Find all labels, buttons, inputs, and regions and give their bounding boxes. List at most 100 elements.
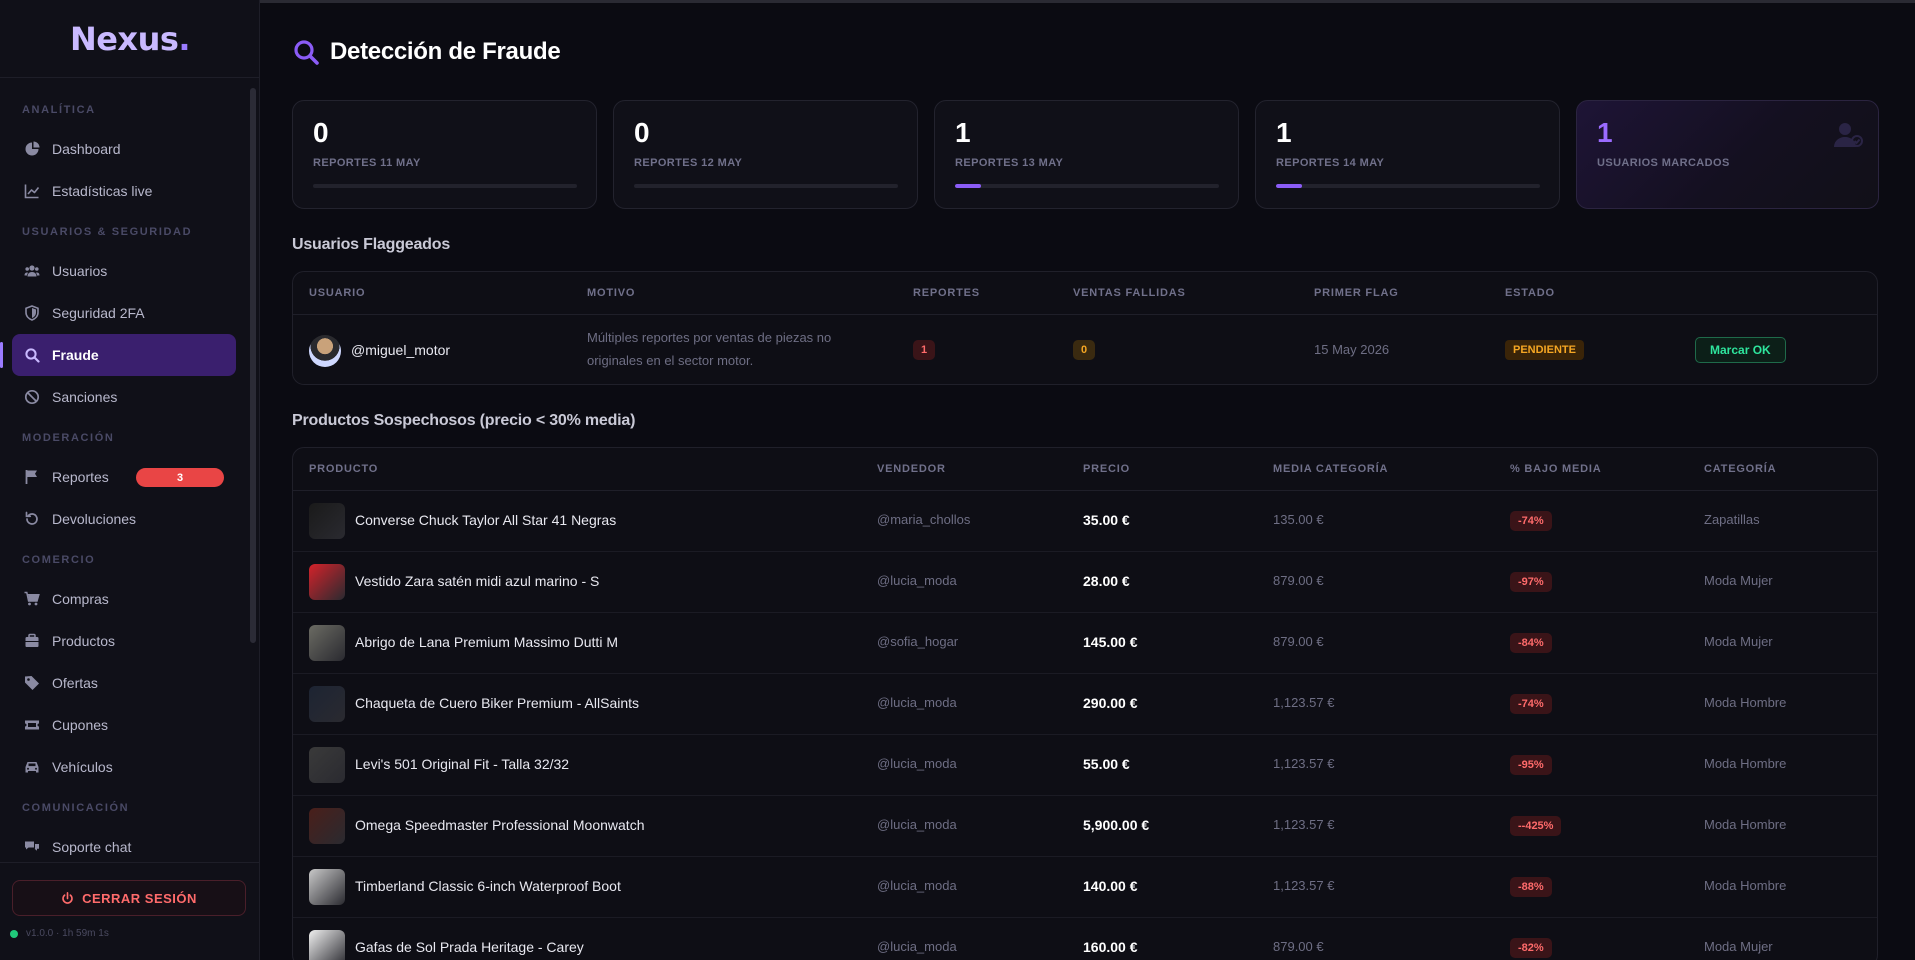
sidebar-scrollbar[interactable] [250, 88, 256, 643]
table-row[interactable]: Gafas de Sol Prada Heritage - Carey @luci… [293, 918, 1877, 960]
product-name[interactable]: Converse Chuck Taylor All Star 41 Negras [355, 512, 617, 528]
box-icon [24, 633, 40, 649]
flagged-users-table: USUARIO MOTIVO REPORTES VENTAS FALLIDAS PRIM… [292, 271, 1878, 385]
sidebar-nav: ANALÍTICA Dashboard Estadísticas live USUAR… [0, 90, 248, 860]
stat-progress-bar [955, 184, 1219, 188]
sidebar-item-soporte-chat[interactable]: Soporte chat [12, 826, 236, 860]
table-row[interactable]: @miguel_motor Múltiples reportes por vent… [293, 315, 1877, 384]
table-row[interactable]: Vestido Zara satén midi azul marino - S @… [293, 552, 1877, 613]
product-thumbnail[interactable] [309, 747, 345, 783]
column-header[interactable]: REPORTES [913, 287, 980, 299]
logout-label: CERRAR SESIÓN [82, 890, 197, 906]
sidebar-item-ofertas[interactable]: Ofertas [12, 662, 236, 704]
column-header[interactable]: % BAJO MEDIA [1510, 463, 1602, 475]
seller-username[interactable]: @lucia_moda [877, 573, 957, 588]
seller-username[interactable]: @lucia_moda [877, 817, 957, 832]
seller-username[interactable]: @maria_chollos [877, 512, 971, 527]
below-average-badge: -88% [1510, 877, 1552, 897]
pie-chart-icon [24, 141, 40, 157]
table-row[interactable]: Abrigo de Lana Premium Massimo Dutti M @s… [293, 613, 1877, 674]
avatar[interactable] [309, 335, 341, 367]
product-name[interactable]: Chaqueta de Cuero Biker Premium - AllSai… [355, 695, 640, 711]
product-name[interactable]: Omega Speedmaster Professional Moonwatch [355, 817, 645, 833]
sidebar-item-sanciones[interactable]: Sanciones [12, 376, 236, 418]
username[interactable]: @miguel_motor [351, 342, 451, 358]
car-icon [24, 759, 40, 775]
divider [0, 77, 260, 78]
column-header[interactable]: VENTAS FALLIDAS [1073, 287, 1186, 299]
product-category: Moda Mujer [1704, 939, 1773, 954]
column-header[interactable]: PRODUCTO [309, 463, 379, 475]
product-price: 55.00 € [1083, 756, 1130, 772]
column-header[interactable]: MOTIVO [587, 287, 636, 299]
sidebar-item-fraude[interactable]: Fraude [0, 334, 236, 376]
table-row[interactable]: Omega Speedmaster Professional Moonwatch… [293, 796, 1877, 857]
product-thumbnail[interactable] [309, 869, 345, 905]
ticket-icon [24, 717, 40, 733]
sidebar-item-estadisticas-live[interactable]: Estadísticas live [12, 170, 236, 212]
sidebar-item-devoluciones[interactable]: Devoluciones [12, 498, 236, 540]
product-thumbnail[interactable] [309, 686, 345, 722]
logout-button[interactable]: CERRAR SESIÓN [12, 880, 246, 916]
category-average-price: 135.00 € [1273, 512, 1324, 527]
sidebar-item-compras[interactable]: Compras [12, 578, 236, 620]
below-average-badge: -82% [1510, 938, 1552, 958]
category-average-price: 1,123.57 € [1273, 817, 1335, 832]
below-average-badge: -95% [1510, 755, 1552, 775]
product-name[interactable]: Levi's 501 Original Fit - Talla 32/32 [355, 756, 570, 772]
sidebar-item-seguridad-2fa[interactable]: Seguridad 2FA [12, 292, 236, 334]
flagged-users-stat-card: 1 USUARIOS MARCADOS [1576, 100, 1879, 209]
column-header[interactable]: MEDIA CATEGORÍA [1273, 463, 1389, 475]
product-category: Moda Hombre [1704, 817, 1787, 832]
product-price: 35.00 € [1083, 512, 1130, 528]
product-thumbnail[interactable] [309, 808, 345, 844]
sidebar-item-cupones[interactable]: Cupones [12, 704, 236, 746]
category-average-price: 1,123.57 € [1273, 756, 1335, 771]
mark-ok-button[interactable]: Marcar OK [1695, 337, 1786, 363]
product-name[interactable]: Abrigo de Lana Premium Massimo Dutti M [355, 634, 618, 650]
column-header[interactable]: PRIMER FLAG [1314, 287, 1399, 299]
seller-username[interactable]: @lucia_moda [877, 878, 957, 893]
table-row[interactable]: Chaqueta de Cuero Biker Premium - AllSai… [293, 674, 1877, 735]
seller-username[interactable]: @lucia_moda [877, 939, 957, 954]
seller-username[interactable]: @lucia_moda [877, 695, 957, 710]
category-average-price: 1,123.57 € [1273, 695, 1335, 710]
column-header[interactable]: VENDEDOR [877, 463, 946, 475]
page-title: Detección de Fraude [292, 38, 561, 66]
sidebar-item-dashboard[interactable]: Dashboard [12, 128, 236, 170]
table-header: PRODUCTO VENDEDOR PRECIO MEDIA CATEGORÍA % B… [293, 448, 1877, 491]
divider [0, 862, 260, 863]
sidebar-section-label: MODERACIÓN [22, 432, 115, 444]
category-average-price: 1,123.57 € [1273, 878, 1335, 893]
product-name[interactable]: Timberland Classic 6-inch Waterproof Boo… [355, 878, 621, 894]
sidebar-item-productos[interactable]: Productos [12, 620, 236, 662]
product-thumbnail[interactable] [309, 625, 345, 661]
product-price: 140.00 € [1083, 878, 1138, 894]
below-average-badge: -84% [1510, 633, 1552, 653]
product-name[interactable]: Gafas de Sol Prada Heritage - Carey [355, 939, 584, 955]
user-check-icon [1834, 123, 1863, 147]
tag-icon [24, 675, 40, 691]
below-average-badge: --425% [1510, 816, 1562, 836]
table-row[interactable]: Converse Chuck Taylor All Star 41 Negras… [293, 491, 1877, 552]
app-logo[interactable]: Nexus. [69, 20, 191, 58]
column-header[interactable]: USUARIO [309, 287, 366, 299]
sidebar-item-vehiculos[interactable]: Vehículos [12, 746, 236, 788]
product-thumbnail[interactable] [309, 930, 345, 960]
suspicious-products-table: PRODUCTO VENDEDOR PRECIO MEDIA CATEGORÍA % B… [292, 447, 1878, 960]
product-thumbnail[interactable] [309, 503, 345, 539]
sidebar-item-label: Estadísticas live [52, 183, 153, 199]
column-header[interactable]: ESTADO [1505, 287, 1555, 299]
table-row[interactable]: Levi's 501 Original Fit - Talla 32/32 @lu… [293, 735, 1877, 796]
seller-username[interactable]: @sofia_hogar [877, 634, 959, 649]
seller-username[interactable]: @lucia_moda [877, 756, 957, 771]
product-thumbnail[interactable] [309, 564, 345, 600]
column-header[interactable]: CATEGORÍA [1704, 463, 1777, 475]
sidebar-item-reportes[interactable]: Reportes 3 [12, 456, 236, 498]
product-name[interactable]: Vestido Zara satén midi azul marino - S [355, 573, 600, 589]
column-header[interactable]: PRECIO [1083, 463, 1130, 475]
table-row[interactable]: Timberland Classic 6-inch Waterproof Boo… [293, 857, 1877, 918]
version-label: v1.0.0 · 1h 59m 1s [26, 928, 109, 939]
sidebar-section-label: COMUNICACIÓN [22, 802, 130, 814]
sidebar-item-usuarios[interactable]: Usuarios [12, 250, 236, 292]
